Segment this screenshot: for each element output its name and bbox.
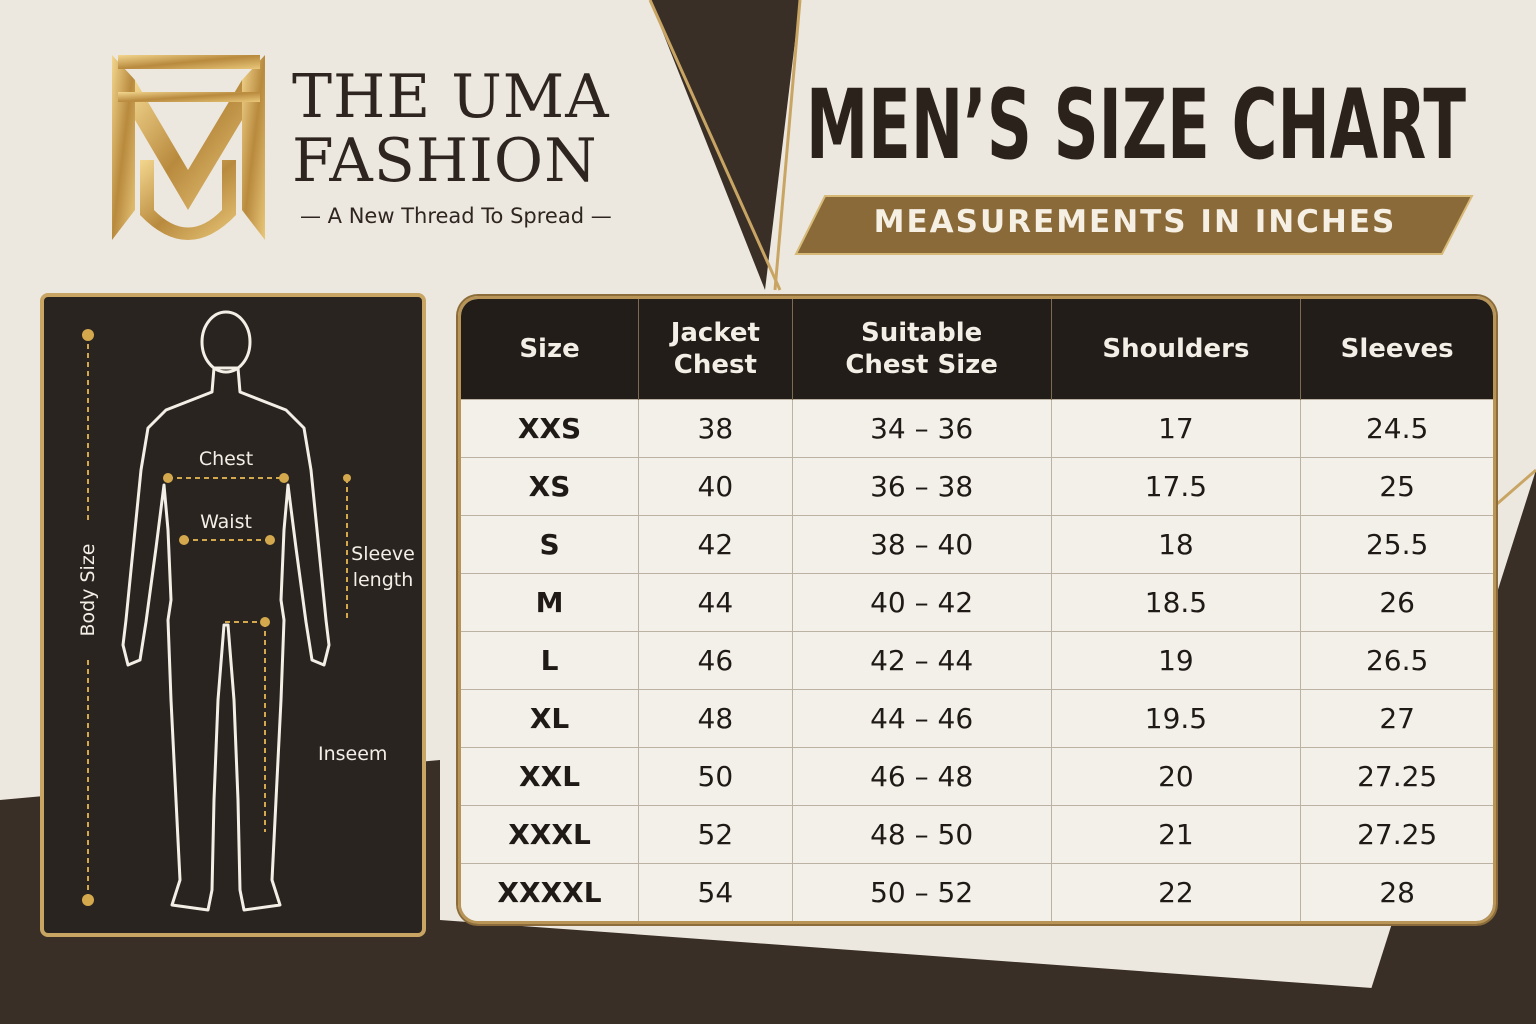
waist-label: Waist: [200, 511, 252, 533]
table-cell: 42 – 44: [792, 631, 1052, 690]
table-cell: 26: [1300, 573, 1493, 632]
head-outline: [200, 310, 252, 374]
table-cell: 48: [638, 689, 793, 748]
table-cell: 21: [1051, 805, 1302, 864]
table-row: S 42 38 – 40 18 25.5: [461, 515, 1493, 574]
table-cell: 25.5: [1300, 515, 1493, 574]
table-row: XL 48 44 – 46 19.5 27: [461, 689, 1493, 748]
table-cell: 38 – 40: [792, 515, 1052, 574]
table-cell: 17: [1051, 398, 1302, 458]
table-cell: 44: [638, 573, 793, 632]
table-cell: L: [461, 631, 640, 690]
chest-label: Chest: [199, 448, 253, 470]
measure-lines: [87, 335, 348, 900]
table-cell: XL: [461, 689, 640, 748]
subtitle: MEASUREMENTS IN INCHES: [873, 204, 1397, 240]
table-row: XXXL 52 48 – 50 21 27.25: [461, 805, 1493, 864]
table-cell: 24.5: [1300, 398, 1493, 458]
column-header: Suitable Chest Size: [792, 299, 1052, 400]
table-row: XS 40 36 – 38 17.5 25: [461, 457, 1493, 516]
table-cell: 40: [638, 457, 793, 516]
table-cell: 18.5: [1051, 573, 1302, 632]
column-header: Shoulders: [1051, 299, 1302, 400]
title: MEN’S SIZE CHART: [806, 69, 1466, 181]
table-cell: 46: [638, 631, 793, 690]
table-cell: 46 – 48: [792, 747, 1052, 806]
table-cell: 25: [1300, 457, 1493, 516]
logo: [112, 55, 265, 240]
table-cell: 17.5: [1051, 457, 1302, 516]
sleeve-label-line: Sleeve: [351, 543, 415, 565]
table-cell: M: [461, 573, 640, 632]
table-row: XXS 38 34 – 36 17 24.5: [461, 398, 1493, 458]
table-cell: XXL: [461, 747, 640, 806]
table-cell: 27.25: [1300, 805, 1493, 864]
table-cell: 36 – 38: [792, 457, 1052, 516]
table-cell: 27: [1300, 689, 1493, 748]
table-cell: S: [461, 515, 640, 574]
tagline: — A New Thread To Spread —: [300, 204, 612, 228]
figure-panel: [40, 293, 426, 937]
table-cell: 22: [1051, 863, 1302, 921]
table-cell: 42: [638, 515, 793, 574]
table-cell: 27.25: [1300, 747, 1493, 806]
table-cell: 40 – 42: [792, 573, 1052, 632]
size-table: Size Jacket Chest Suitable Chest Size Shoul…: [458, 296, 1496, 924]
table-cell: 18: [1051, 515, 1302, 574]
table: Size Jacket Chest Suitable Chest Size Shoul…: [461, 299, 1493, 921]
brand-name: THE UMA: [292, 62, 610, 132]
table-cell: 48 – 50: [792, 805, 1052, 864]
inseam-label: Inseem: [318, 743, 387, 765]
table-cell: 52: [638, 805, 793, 864]
subtitle-banner: [794, 195, 1474, 255]
table-cell: 28: [1300, 863, 1493, 921]
table-cell: 54: [638, 863, 793, 921]
table-cell: 50 – 52: [792, 863, 1052, 921]
column-header: Size: [461, 299, 640, 400]
table-cell: 34 – 36: [792, 398, 1052, 458]
sleeve-label-line: length: [353, 569, 414, 591]
table-cell: 20: [1051, 747, 1302, 806]
body-figure: [121, 310, 331, 912]
table-cell: XXXXL: [461, 863, 640, 921]
table-cell: XXXL: [461, 805, 640, 864]
table-cell: 26.5: [1300, 631, 1493, 690]
table-cell: 19.5: [1051, 689, 1302, 748]
table-cell: XS: [461, 457, 640, 516]
table-cell: 44 – 46: [792, 689, 1052, 748]
table-cell: 38: [638, 398, 793, 458]
brand-name: FASHION: [292, 126, 598, 196]
header-row: Size Jacket Chest Suitable Chest Size Shoul…: [461, 299, 1493, 400]
table-cell: 19: [1051, 631, 1302, 690]
table-cell: XXS: [461, 398, 640, 458]
table-row: XXL 50 46 – 48 20 27.25: [461, 747, 1493, 806]
body-size-label: Body Size: [77, 543, 99, 636]
table-cell: 50: [638, 747, 793, 806]
column-header: Sleeves: [1300, 299, 1493, 400]
measure-dots: [82, 329, 351, 906]
table-row: XXXXL 54 50 – 52 22 28: [461, 863, 1493, 921]
table-row: L 46 42 – 44 19 26.5: [461, 631, 1493, 690]
sleeve-label: Sleeve length: [351, 543, 415, 591]
table-row: M 44 40 – 42 18.5 26: [461, 573, 1493, 632]
column-header: Jacket Chest: [638, 299, 793, 400]
